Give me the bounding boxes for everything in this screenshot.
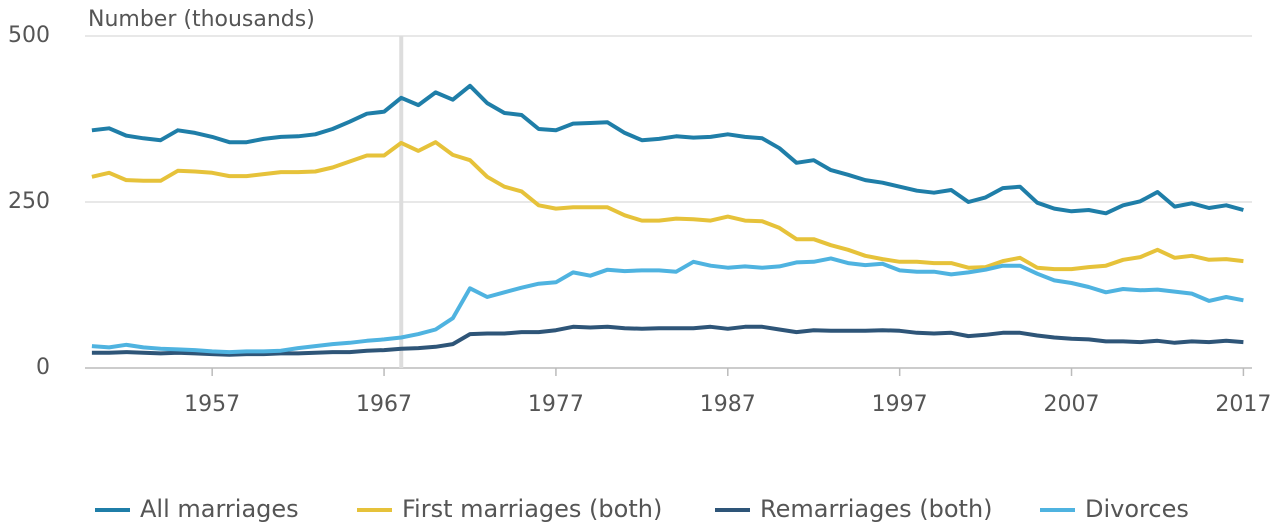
line-series	[91, 140, 1244, 272]
legend-label: First marriages (both)	[402, 495, 662, 523]
y-tick-label: 0	[36, 355, 50, 380]
line-series	[91, 256, 1244, 355]
legend-label: Remarriages (both)	[760, 495, 993, 523]
x-tick-label: 1997	[872, 392, 928, 417]
legend-label: Divorces	[1085, 495, 1189, 523]
x-tick-label: 1987	[700, 392, 756, 417]
legend-label: All marriages	[140, 495, 299, 523]
line-series	[91, 324, 1244, 357]
x-tick-label: 2017	[1215, 392, 1271, 417]
y-tick-label: 500	[8, 23, 50, 48]
x-tick-label: 1957	[184, 392, 240, 417]
x-tick-label: 2007	[1044, 392, 1100, 417]
y-axis-label: Number (thousands)	[88, 7, 315, 32]
x-tick-label: 1977	[528, 392, 584, 417]
line-series	[91, 83, 1244, 216]
y-tick-label: 250	[8, 189, 50, 214]
x-tick-label: 1967	[356, 392, 412, 417]
